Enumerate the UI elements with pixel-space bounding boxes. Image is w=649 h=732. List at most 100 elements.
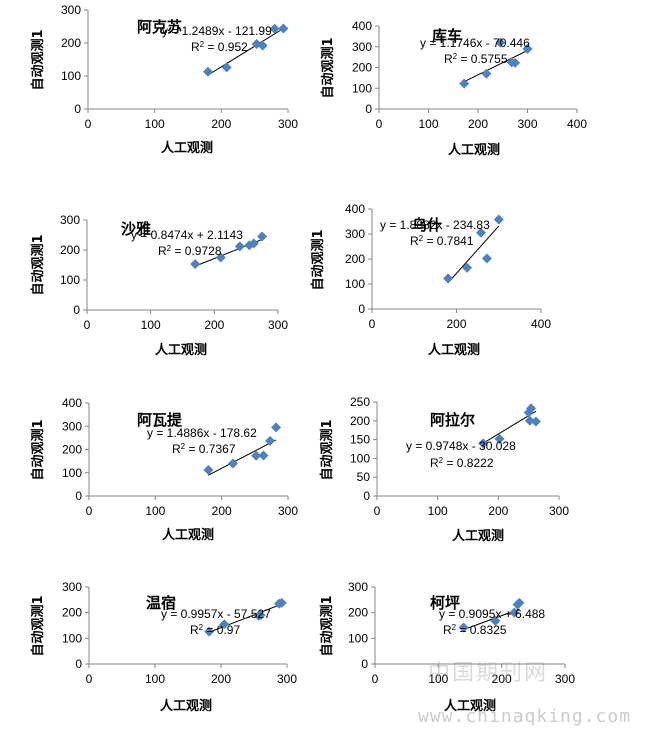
x-axis-label: 人工观测 <box>155 342 207 358</box>
chart-7: 0 100 200 300 0 100 200 300 温宿y = 0.9957x - 57.5… <box>30 580 297 714</box>
y-tick-label: 100 <box>345 277 365 291</box>
y-tick-label: 100 <box>62 631 82 645</box>
x-tick-label: 100 <box>418 117 438 131</box>
data-point <box>251 450 262 461</box>
x-tick-label: 0 <box>84 318 91 332</box>
y-tick-label: 0 <box>358 302 365 316</box>
data-point <box>257 231 268 242</box>
y-tick-label: 400 <box>345 202 365 216</box>
x-tick-label: 200 <box>204 318 224 332</box>
x-axis-label: 人工观测 <box>160 698 212 714</box>
y-axis-label: 自动观测1 <box>30 595 46 656</box>
r-squared-label: R2 = 0.9728 <box>158 244 222 259</box>
x-tick-label: 400 <box>531 317 551 331</box>
y-tick-label: 100 <box>350 451 370 465</box>
y-tick-label: 200 <box>62 443 82 457</box>
x-tick-label: 0 <box>86 504 93 518</box>
chart-title: 乌什 <box>412 216 442 234</box>
y-tick-label: 300 <box>61 3 81 17</box>
data-point <box>234 241 245 252</box>
chart-title: 沙雅 <box>121 220 151 238</box>
x-axis-label: 人工观测 <box>444 698 496 714</box>
trendline-equation: y = 0.8474x + 2.1143 <box>131 228 243 242</box>
y-tick-label: 0 <box>74 102 81 116</box>
y-axis-label: 自动观测1 <box>30 29 46 90</box>
y-axis-label: 自动观测1 <box>30 234 46 295</box>
x-tick-label: 0 <box>372 672 379 686</box>
y-axis-label: 自动观测1 <box>30 419 46 480</box>
r-squared-label: R2 = 0.5755 <box>444 52 508 67</box>
data-point <box>190 259 201 270</box>
y-tick-label: 100 <box>61 69 81 83</box>
r-squared-label: R2 = 0.7367 <box>172 442 236 457</box>
y-axis-label: 自动观测1 <box>319 595 335 656</box>
data-point <box>265 435 276 446</box>
y-tick-label: 200 <box>350 414 370 428</box>
y-tick-label: 300 <box>60 213 80 227</box>
x-tick-label: 200 <box>211 117 231 131</box>
r-squared-label: R2 = 0.8325 <box>443 623 507 638</box>
y-tick-label: 100 <box>348 631 368 645</box>
y-tick-label: 300 <box>348 580 368 594</box>
chart-3: 0 100 200 300 0 100 200 300 沙雅y = 0.8474x + 2.11… <box>30 213 288 358</box>
y-tick-label: 200 <box>345 252 365 266</box>
data-point <box>204 626 215 637</box>
y-tick-label: 300 <box>352 40 372 54</box>
trendline-equation: y = 1.4886x - 178.62 <box>147 426 257 440</box>
chart-title: 阿拉尔 <box>430 411 475 429</box>
x-tick-label: 0 <box>376 117 383 131</box>
y-tick-label: 200 <box>348 606 368 620</box>
x-axis-label: 人工观测 <box>428 342 480 358</box>
trendline <box>208 603 282 633</box>
y-tick-label: 300 <box>345 227 365 241</box>
data-point <box>526 403 537 414</box>
x-tick-label: 200 <box>212 504 232 518</box>
data-point <box>530 416 541 427</box>
data-point <box>510 57 521 68</box>
trendline-equation: y = 1.2489x - 121.99 <box>162 24 272 38</box>
x-tick-label: 300 <box>517 117 537 131</box>
r-squared-label: R2 = 0.97 <box>190 623 240 638</box>
y-tick-label: 200 <box>60 243 80 257</box>
trendline-equation: y = 1.8882x - 234.83 <box>380 218 490 232</box>
r-squared-label: R2 = 0.7841 <box>410 234 474 249</box>
x-tick-label: 200 <box>492 672 512 686</box>
y-tick-label: 400 <box>352 19 372 33</box>
data-point <box>459 78 470 89</box>
trendline <box>207 28 284 76</box>
data-point <box>509 607 520 618</box>
data-point <box>494 433 505 444</box>
x-tick-label: 0 <box>369 317 376 331</box>
x-tick-label: 300 <box>277 672 297 686</box>
data-point <box>522 43 533 54</box>
data-point <box>481 253 492 264</box>
x-axis-label: 人工观测 <box>162 527 214 543</box>
y-tick-label: 200 <box>61 36 81 50</box>
x-tick-label: 200 <box>468 117 488 131</box>
x-tick-label: 400 <box>567 117 587 131</box>
y-tick-label: 300 <box>62 580 82 594</box>
trendline <box>447 225 500 284</box>
y-tick-label: 400 <box>62 396 82 410</box>
x-axis-label: 人工观测 <box>161 140 213 156</box>
trendline-equation: y = 0.9095x + 6.488 <box>439 607 545 621</box>
trendline-equation: y = 0.9748x - 30.028 <box>406 439 516 453</box>
data-point <box>524 415 535 426</box>
chart-4: 0 100 200 300 400 0 200 400 乌什y = 1.8882x - 234.… <box>310 202 551 358</box>
x-tick-label: 0 <box>374 504 381 518</box>
data-point <box>276 597 287 608</box>
y-axis-label: 自动观测1 <box>320 37 336 98</box>
y-tick-label: 250 <box>350 395 370 409</box>
data-point <box>255 610 266 621</box>
data-point <box>257 40 268 51</box>
data-point <box>514 597 525 608</box>
data-point <box>458 622 469 633</box>
watermark-site-name: 中国期刊网 <box>428 661 549 686</box>
y-tick-label: 0 <box>73 303 80 317</box>
x-tick-label: 0 <box>86 672 93 686</box>
x-tick-label: 100 <box>141 318 161 332</box>
x-axis-label: 人工观测 <box>452 528 504 544</box>
